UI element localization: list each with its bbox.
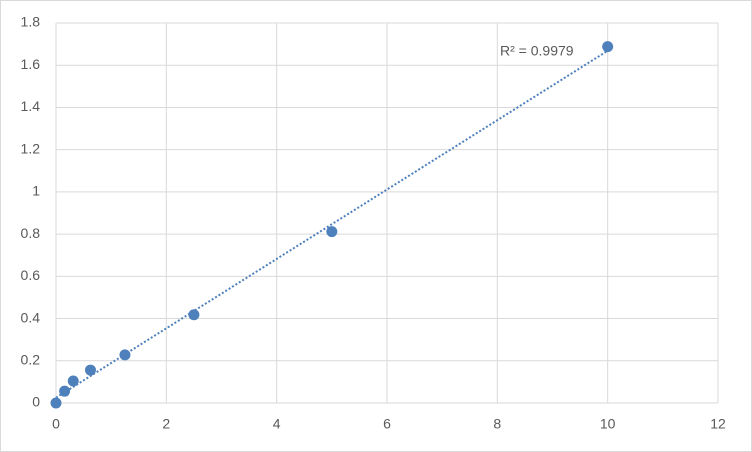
point [119,349,131,361]
trendline [55,49,609,399]
y-tick-label: 0.8 [21,225,41,241]
point [50,397,62,409]
point [188,309,200,321]
y-tick-label: 0.2 [21,351,41,367]
x-tick-label: 8 [493,416,501,432]
point [84,364,96,376]
annotation: R² = 0.9979 [500,43,574,59]
y-tick-label: 0.4 [21,309,41,325]
y-tick-label: 1.4 [21,98,41,114]
y-tick-label: 0.6 [21,267,41,283]
y-tick-label: 1.6 [21,56,41,72]
point [326,226,338,238]
y-tick-label: 0 [32,394,40,410]
point [67,375,79,387]
y-tick-label: 1.8 [21,14,41,30]
x-tick-label: 6 [383,416,391,432]
x-tick-label: 2 [162,416,170,432]
x-tick-label: 0 [52,416,60,432]
point [602,41,614,53]
x-tick-label: 12 [710,416,726,432]
x-tick-label: 4 [273,416,281,432]
y-tick-label: 1 [32,183,40,199]
y-tick-label: 1.2 [21,140,41,156]
point [59,385,71,397]
x-tick-label: 10 [600,416,616,432]
